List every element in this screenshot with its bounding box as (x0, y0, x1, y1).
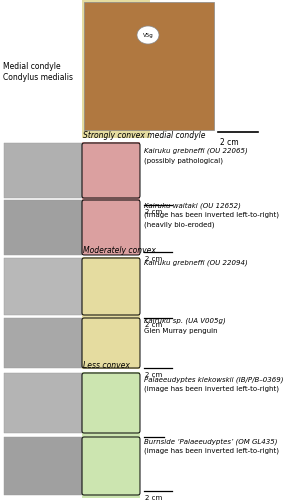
Text: Glen Murray penguin: Glen Murray penguin (144, 328, 218, 334)
Bar (4, 373, 82, 433)
Bar (4, 143, 82, 198)
Bar (4, 200, 82, 255)
Text: Palaeeudyptes klekowskii (IB/P/B–0369): Palaeeudyptes klekowskii (IB/P/B–0369) (144, 376, 283, 382)
Text: Moderately convex: Moderately convex (83, 246, 156, 255)
Text: V5g: V5g (143, 32, 153, 38)
Bar (4, 318, 82, 368)
Text: (heavily bio-eroded): (heavily bio-eroded) (144, 222, 215, 228)
Bar (4, 258, 82, 315)
Text: (image has been inverted left-to-right): (image has been inverted left-to-right) (144, 212, 279, 218)
Text: Burnside ‘Palaeeudyptes’ (OM GL435): Burnside ‘Palaeeudyptes’ (OM GL435) (144, 438, 277, 444)
Bar (82, 142, 140, 255)
Text: Kairuku waitaki (OU 12652): Kairuku waitaki (OU 12652) (144, 202, 241, 208)
Text: Medial condyle
Condylus medialis: Medial condyle Condylus medialis (3, 62, 73, 82)
Text: 2 cm: 2 cm (145, 372, 162, 378)
Bar (82, 257, 140, 369)
Text: Kairuku sp. (UA V005g): Kairuku sp. (UA V005g) (144, 318, 226, 324)
Bar (84, 2, 214, 130)
Text: (image has been inverted left-to-right): (image has been inverted left-to-right) (144, 386, 279, 392)
Text: (possibly pathological): (possibly pathological) (144, 158, 223, 164)
Text: 2 cm: 2 cm (145, 256, 162, 262)
Text: Strongly convex medial condyle: Strongly convex medial condyle (83, 131, 206, 140)
Bar (82, 372, 140, 498)
Text: Less convex: Less convex (83, 361, 130, 370)
Text: (image has been inverted left-to-right): (image has been inverted left-to-right) (144, 448, 279, 454)
Text: Kairuku grebneffi (OU 22065): Kairuku grebneffi (OU 22065) (144, 148, 248, 154)
Ellipse shape (137, 26, 159, 44)
Text: 2 cm: 2 cm (145, 495, 162, 500)
Bar (82, 0, 150, 138)
Text: 2 cm: 2 cm (145, 209, 162, 215)
Text: Kairuku grebneffi (OU 22094): Kairuku grebneffi (OU 22094) (144, 260, 248, 266)
Text: 2 cm: 2 cm (220, 138, 239, 147)
Text: 2 cm: 2 cm (145, 322, 162, 328)
Bar (4, 437, 82, 495)
